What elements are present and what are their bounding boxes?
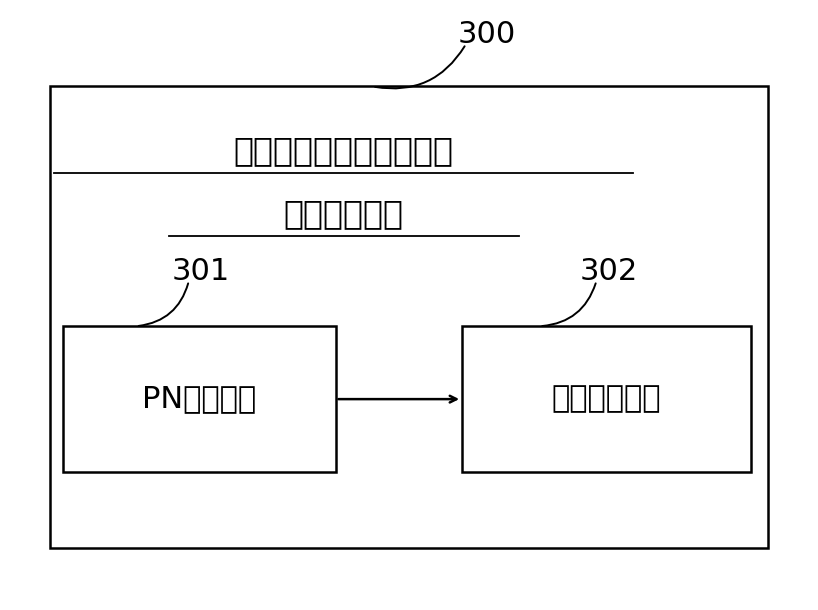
Text: PN序列单元: PN序列单元 <box>142 385 256 414</box>
Text: 302: 302 <box>580 257 638 286</box>
Text: 直流偏移单元: 直流偏移单元 <box>552 385 662 414</box>
Text: 列的生成装置: 列的生成装置 <box>284 198 404 231</box>
Text: 301: 301 <box>172 257 230 286</box>
Text: 单载波频域均衡独特字序: 单载波频域均衡独特字序 <box>234 134 454 167</box>
Bar <box>462 326 752 472</box>
Bar <box>62 326 335 472</box>
Bar <box>50 87 768 548</box>
Text: 300: 300 <box>457 20 515 49</box>
